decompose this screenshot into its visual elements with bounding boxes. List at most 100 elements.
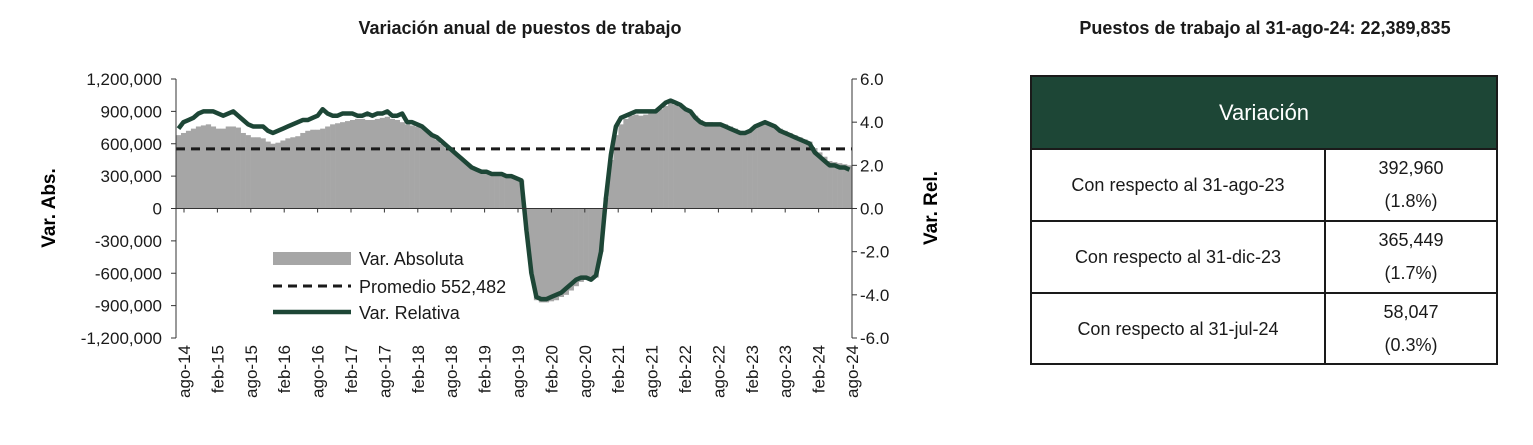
row-values: 58,047 (0.3%) [1326,294,1496,364]
bar [444,148,450,209]
x-tick-label: ago-20 [576,345,595,398]
bar [712,123,719,209]
bar [185,130,192,209]
row-percent: (1.8%) [1384,191,1438,211]
x-tick-label: ago-22 [709,345,728,398]
bar [459,158,465,209]
y-tick-label: -1,200,000 [81,329,162,348]
bar [782,130,788,209]
y2-tick-label: 4.0 [860,113,884,132]
bar [692,115,699,209]
legend-label-absolute: Var. Absoluta [359,249,465,269]
y2-tick-label: 6.0 [860,70,884,89]
bar [345,121,351,209]
bar [747,129,753,209]
bar [842,164,848,209]
bar [767,124,773,209]
row-value: 365,449 [1378,230,1444,250]
x-tick-label: feb-16 [275,345,294,393]
bar [295,136,301,209]
y2-tick-label: -6.0 [860,329,889,348]
bar [469,166,475,209]
bar [419,127,425,209]
x-tick-label: ago-19 [509,345,528,398]
bar [528,208,535,274]
bar [732,128,738,209]
bar [359,118,366,209]
bar [235,127,241,209]
bar [628,115,634,209]
bar [737,130,743,209]
bar [409,125,415,209]
chart-area: 1,200,000 900,000 600,000 300,000 0 -300,000 -… [39,70,942,398]
bar [176,135,182,209]
bar [553,208,560,301]
bar [653,112,659,209]
bar [558,208,565,297]
bar [479,170,485,209]
bar [593,208,599,278]
bar [832,162,838,209]
x-tick-label: ago-24 [843,345,862,398]
bar [504,176,510,209]
bar [414,126,420,209]
y2-tick-label: -2.0 [860,243,889,262]
row-percent: (1.7%) [1384,263,1438,283]
bar [543,208,550,303]
bar [827,161,833,209]
row-label: Con respecto al 31-ago-23 [1032,150,1326,220]
x-tick-label: ago-15 [242,345,261,398]
bar [369,120,376,209]
bar [335,123,341,209]
x-tick-label: feb-24 [810,345,829,393]
bar [583,208,589,280]
y2-axis-label: Var. Rel. [921,171,942,245]
y2-tick-label: 2.0 [860,156,884,175]
x-tick-label: feb-21 [609,345,628,393]
x-tick-label: ago-21 [643,345,662,398]
bar [648,113,654,209]
bar [290,137,296,209]
bar [837,163,843,209]
bar [573,208,579,287]
y-tick-label: -900,000 [95,297,162,316]
bar [205,124,212,209]
bar [489,172,495,209]
x-tick-label: feb-22 [676,345,695,393]
y2-tick-label: 0.0 [860,200,884,219]
bar [305,130,311,209]
x-tick-label: ago-14 [175,345,194,398]
row-label: Con respecto al 31-dic-23 [1032,222,1326,292]
variation-table: Variación Con respecto al 31-ago-23 392,… [1030,75,1498,365]
bar [707,122,714,209]
bar [349,120,356,209]
table-title: Puestos de trabajo al 31-ago-24: 22,389,… [1079,18,1451,38]
bar [354,118,361,209]
bar [190,128,197,209]
bar [220,128,227,209]
row-label: Con respecto al 31-jul-24 [1032,294,1326,364]
x-tick-label: feb-15 [208,345,227,393]
bar [384,116,391,209]
bar [757,123,763,209]
legend-label-average: Promedio 552,482 [359,277,506,297]
bar [742,130,748,209]
bar [762,122,768,209]
bar [538,208,545,303]
bar [548,208,555,302]
y-tick-label: 0 [153,200,162,219]
bar [802,139,808,209]
x-tick-label: ago-23 [776,345,795,398]
bar [678,107,684,209]
bar [280,140,286,209]
bar [563,208,569,295]
bar [494,173,500,209]
row-percent: (0.3%) [1384,335,1438,355]
bar [822,156,828,209]
bar [847,165,853,209]
bar [638,115,644,209]
bar [195,126,202,209]
bar [623,118,629,209]
bar [255,137,261,209]
y-tick-label: 1,200,000 [86,70,162,89]
